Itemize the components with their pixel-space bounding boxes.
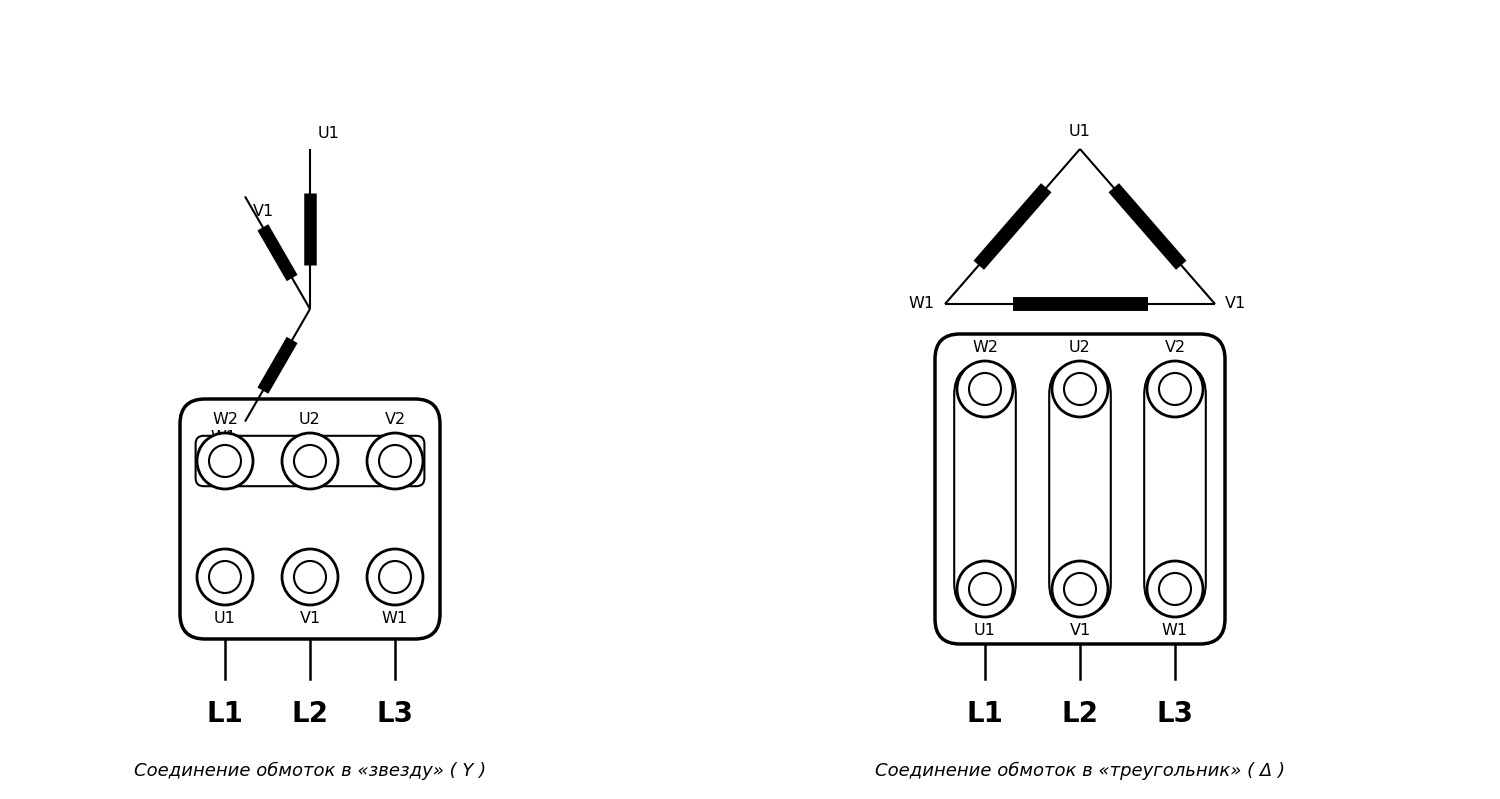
Text: V2: V2 [384,412,405,427]
Text: W2: W2 [211,412,238,427]
Text: V1: V1 [1070,623,1090,638]
Text: V1: V1 [300,611,321,626]
Text: Соединение обмоток в «треугольник» ( Δ ): Соединение обмоток в «треугольник» ( Δ ) [874,762,1286,780]
Circle shape [294,445,326,477]
Text: U1: U1 [214,611,236,626]
Text: V1: V1 [254,205,274,220]
Text: U1: U1 [318,126,340,141]
Text: U1: U1 [974,623,996,638]
Circle shape [196,433,254,489]
Text: Соединение обмоток в «звезду» ( Y ): Соединение обмоток в «звезду» ( Y ) [134,762,486,780]
FancyBboxPatch shape [1048,364,1112,614]
Text: L1: L1 [207,700,243,728]
Circle shape [282,433,338,489]
Text: V1: V1 [1226,296,1246,312]
FancyBboxPatch shape [934,334,1226,644]
Circle shape [294,561,326,593]
Text: W1: W1 [382,611,408,626]
Circle shape [209,445,242,477]
Text: U2: U2 [1070,340,1090,355]
FancyBboxPatch shape [1144,364,1206,614]
Circle shape [1148,361,1203,417]
Text: U1: U1 [1070,124,1090,139]
Circle shape [368,549,423,605]
Circle shape [1148,561,1203,617]
Circle shape [368,433,423,489]
Circle shape [1052,361,1108,417]
Circle shape [1064,373,1096,405]
Text: L2: L2 [1062,700,1098,728]
Circle shape [380,561,411,593]
Text: L2: L2 [291,700,328,728]
FancyBboxPatch shape [954,364,1016,614]
Circle shape [1160,373,1191,405]
Text: U2: U2 [298,412,321,427]
Circle shape [282,549,338,605]
Circle shape [957,561,1012,617]
Circle shape [969,373,1000,405]
Circle shape [969,573,1000,605]
Circle shape [209,561,242,593]
Text: L3: L3 [1156,700,1194,728]
Text: V2: V2 [1164,340,1185,355]
FancyBboxPatch shape [180,399,440,639]
Text: L3: L3 [376,700,414,728]
Circle shape [380,445,411,477]
Text: W2: W2 [972,340,998,355]
Text: L1: L1 [966,700,1004,728]
Circle shape [1160,573,1191,605]
Circle shape [957,361,1012,417]
Text: W1: W1 [1162,623,1188,638]
Text: W1: W1 [211,430,237,444]
Circle shape [1052,561,1108,617]
Circle shape [196,549,254,605]
Circle shape [1064,573,1096,605]
FancyBboxPatch shape [195,435,424,487]
Text: W1: W1 [909,296,934,312]
